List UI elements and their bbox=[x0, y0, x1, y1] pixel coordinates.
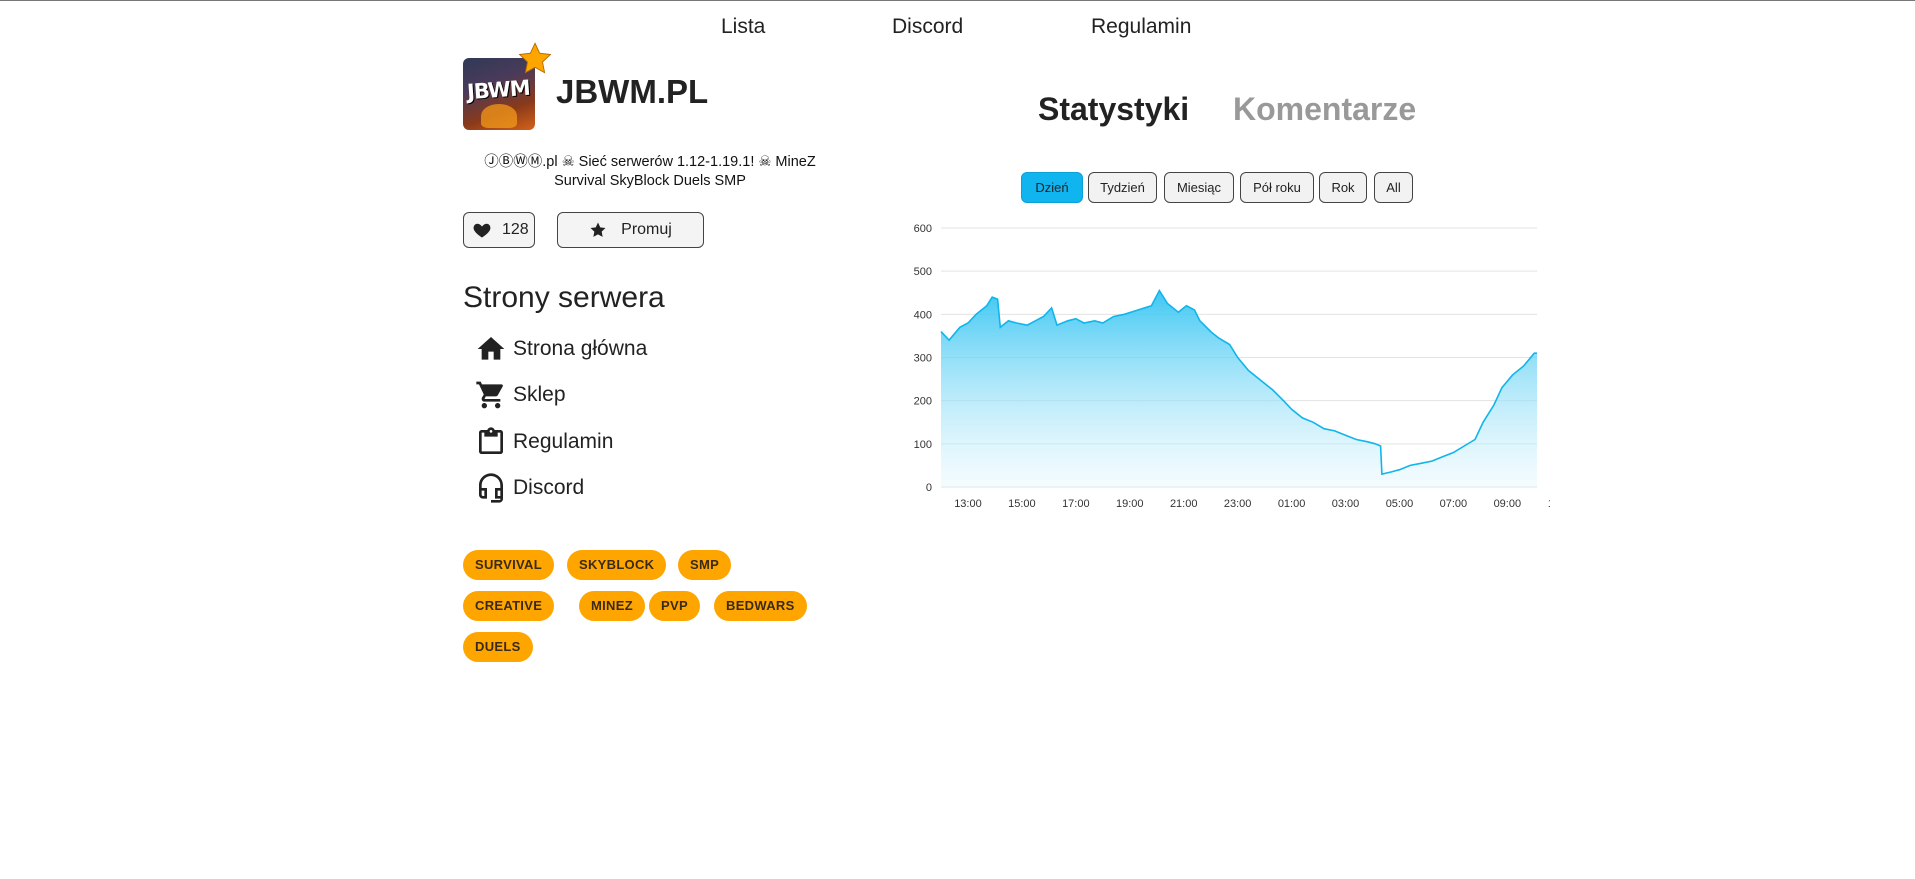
nav-link-lista[interactable]: Lista bbox=[721, 15, 766, 38]
headset-icon bbox=[479, 473, 503, 503]
page-link-discord[interactable]: Discord bbox=[475, 472, 584, 504]
y-tick-label: 100 bbox=[914, 439, 932, 451]
server-pages-heading: Strony serwera bbox=[463, 281, 665, 314]
logo-flame bbox=[481, 104, 517, 128]
promoted-star-icon bbox=[518, 42, 552, 74]
x-tick-label: 11:00 bbox=[1548, 498, 1550, 510]
y-tick-label: 200 bbox=[914, 396, 932, 408]
like-button[interactable]: 128 bbox=[463, 212, 535, 248]
tag[interactable]: MINEZ bbox=[579, 591, 645, 621]
promote-label: Promuj bbox=[621, 221, 672, 238]
x-tick-label: 19:00 bbox=[1116, 498, 1144, 510]
tag[interactable]: PVP bbox=[649, 591, 700, 621]
player-count-chart: 0 100 200 300 400 500 600 13:00 15:00 17:00 19:00… bbox=[914, 223, 1550, 510]
chart-line bbox=[940, 289, 1537, 476]
range-day-button[interactable]: Dzień bbox=[1021, 172, 1083, 203]
y-tick-label: 300 bbox=[914, 353, 932, 365]
x-tick-label: 01:00 bbox=[1278, 498, 1306, 510]
server-logo: JBWM bbox=[463, 58, 535, 130]
x-tick-label: 13:00 bbox=[954, 498, 982, 510]
x-tick-label: 15:00 bbox=[1008, 498, 1036, 510]
clipboard-icon bbox=[479, 427, 503, 454]
x-tick-label: 05:00 bbox=[1386, 498, 1414, 510]
x-tick-label: 21:00 bbox=[1170, 498, 1198, 510]
tab-statistics[interactable]: Statystyki bbox=[1038, 91, 1190, 127]
tag[interactable]: DUELS bbox=[463, 632, 533, 662]
x-tick-label: 09:00 bbox=[1494, 498, 1522, 510]
range-month-button[interactable]: Miesiąc bbox=[1164, 172, 1234, 203]
range-week-button[interactable]: Tydzień bbox=[1088, 172, 1157, 203]
tab-comments[interactable]: Komentarze bbox=[1233, 91, 1417, 127]
tag[interactable]: BEDWARS bbox=[714, 591, 807, 621]
server-description: ⒿⒷⓌⓂ.pl ☠ Sieć serwerów 1.12-1.19.1! ☠ M… bbox=[484, 154, 816, 189]
star-icon bbox=[590, 222, 606, 237]
tag[interactable]: SMP bbox=[678, 550, 732, 580]
page-link-home[interactable]: Strona główna bbox=[475, 333, 647, 365]
page-link-label: Strona główna bbox=[513, 337, 648, 360]
y-tick-label: 600 bbox=[914, 223, 932, 235]
tag[interactable]: CREATIVE bbox=[463, 591, 555, 621]
nav-link-discord[interactable]: Discord bbox=[892, 15, 964, 38]
range-all-button[interactable]: All bbox=[1374, 172, 1413, 203]
server-name: JBWM.PL bbox=[556, 73, 709, 110]
chart-area bbox=[941, 290, 1537, 487]
home-icon bbox=[477, 337, 505, 360]
page-link-label: Regulamin bbox=[513, 430, 614, 453]
page-link-label: Sklep bbox=[513, 383, 566, 406]
page-link-label: Discord bbox=[513, 476, 585, 499]
promote-button[interactable]: Promuj bbox=[557, 212, 704, 248]
cart-icon bbox=[476, 381, 503, 409]
range-year-button[interactable]: Rok bbox=[1319, 172, 1367, 203]
tag[interactable]: SKYBLOCK bbox=[567, 550, 667, 580]
y-tick-label: 500 bbox=[914, 266, 932, 278]
page-link-rules[interactable]: Regulamin bbox=[475, 426, 613, 458]
logo-text: JBWM bbox=[466, 75, 531, 105]
y-tick-label: 0 bbox=[926, 482, 932, 494]
heart-icon bbox=[473, 223, 491, 238]
x-tick-label: 17:00 bbox=[1062, 498, 1090, 510]
like-count: 128 bbox=[502, 221, 529, 238]
page-link-shop[interactable]: Sklep bbox=[475, 379, 566, 411]
x-tick-label: 23:00 bbox=[1224, 498, 1252, 510]
x-tick-label: 03:00 bbox=[1332, 498, 1360, 510]
y-tick-label: 400 bbox=[914, 309, 932, 321]
x-tick-label: 07:00 bbox=[1440, 498, 1468, 510]
nav-link-regulamin[interactable]: Regulamin bbox=[1091, 15, 1192, 38]
range-halfyear-button[interactable]: Pół roku bbox=[1240, 172, 1314, 203]
tag[interactable]: SURVIVAL bbox=[463, 550, 554, 580]
